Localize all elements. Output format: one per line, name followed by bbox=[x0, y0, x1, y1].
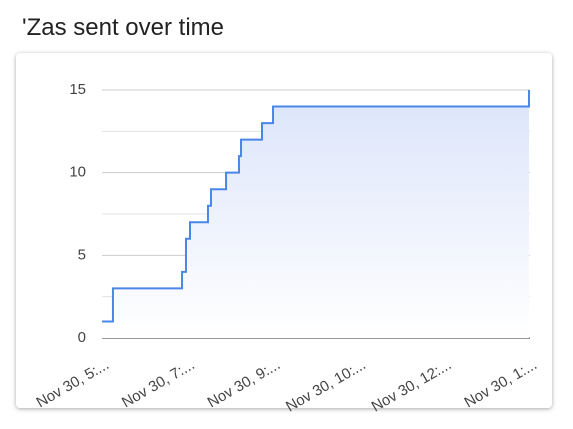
y-tick-label: 5 bbox=[78, 246, 86, 263]
x-tick-label: Nov 30, 1:... bbox=[461, 356, 540, 411]
y-tick-label: 15 bbox=[69, 81, 86, 98]
y-tick-label: 10 bbox=[69, 164, 86, 181]
x-tick-label: Nov 30, 12:... bbox=[369, 356, 455, 415]
x-tick-label: Nov 30, 10:... bbox=[283, 356, 369, 415]
chart-title: 'Zas sent over time bbox=[22, 14, 224, 41]
line bbox=[102, 90, 530, 323]
y-tick-label: 0 bbox=[78, 329, 86, 346]
area bbox=[102, 90, 529, 338]
x-tick-label: Nov 30, 9:... bbox=[205, 356, 284, 411]
x-tick-label: Nov 30, 5:... bbox=[33, 356, 112, 411]
x-tick-label: Nov 30, 7:... bbox=[119, 356, 198, 411]
